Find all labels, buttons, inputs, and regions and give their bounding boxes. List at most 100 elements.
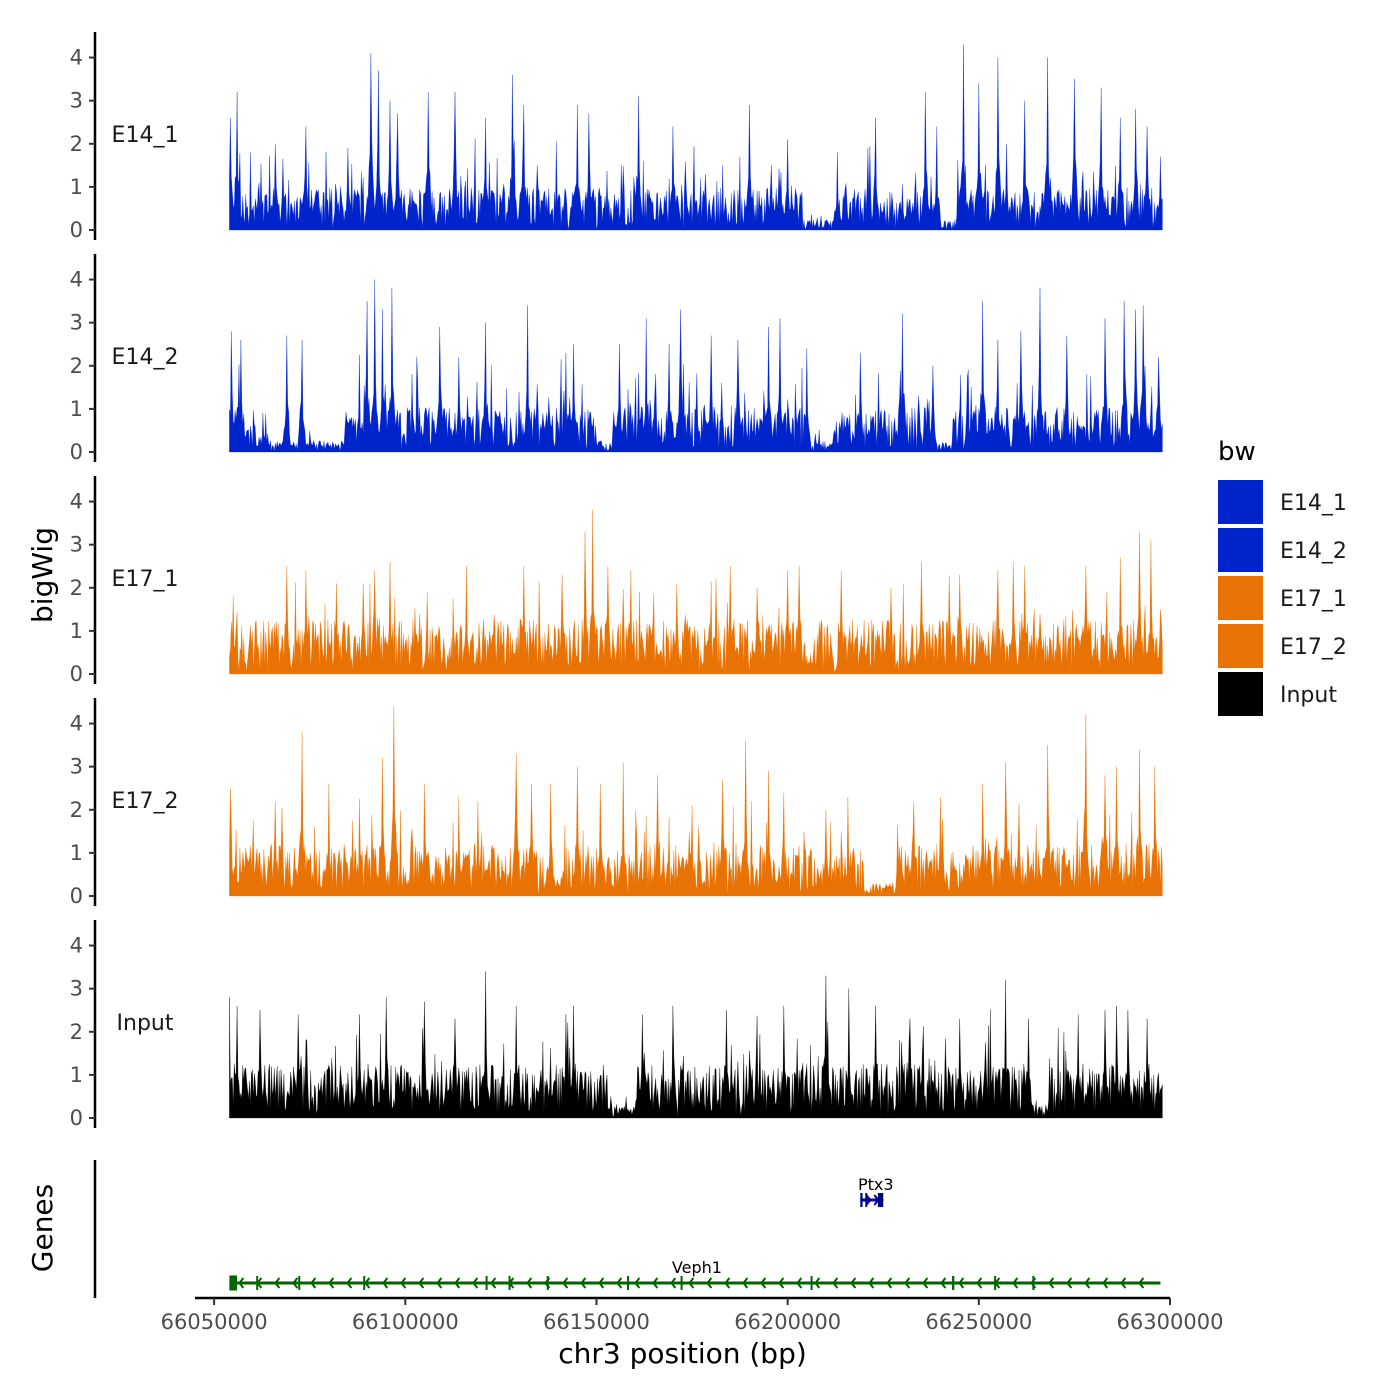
x-axis-title: chr3 position (bp) <box>558 1337 807 1370</box>
legend-swatch <box>1218 576 1263 620</box>
bigwig-tracks: 0 1 2 3 4 E14_1 0 1 2 3 4 E14_2 0 1 2 3 4 E17_1 0 1 2 3 4 E17_2… <box>70 32 1163 1130</box>
strand-arrow <box>1012 1277 1019 1289</box>
track-label: E14_1 <box>112 123 179 148</box>
strand-arrow <box>634 1277 641 1289</box>
strand-arrow <box>1048 1277 1055 1289</box>
strand-arrow <box>760 1277 767 1289</box>
y-tick-label: 2 <box>70 798 83 822</box>
strand-arrow <box>688 1277 695 1289</box>
y-tick-label: 0 <box>70 1106 83 1130</box>
legend-label: E14_2 <box>1280 539 1347 564</box>
y-axis-title: bigWig <box>26 527 59 623</box>
legend-item-e14-2: E14_2 <box>1218 528 1347 572</box>
x-tick-label: 66100000 <box>352 1310 459 1334</box>
strand-arrow <box>778 1277 785 1289</box>
gene-exon <box>298 1276 301 1290</box>
strand-arrow <box>1084 1277 1091 1289</box>
legend-label: E17_2 <box>1280 635 1347 660</box>
strand-arrow <box>436 1277 443 1289</box>
legend-swatch <box>1218 480 1263 524</box>
track-e17-1: 0 1 2 3 4 E17_1 <box>70 476 1163 686</box>
strand-arrow <box>454 1277 461 1289</box>
strand-arrow <box>886 1277 893 1289</box>
y-tick-label: 1 <box>70 397 83 421</box>
signal-area <box>229 510 1163 675</box>
x-tick-label: 66250000 <box>925 1310 1032 1334</box>
y-tick-label: 4 <box>70 934 83 958</box>
track-e14-1: 0 1 2 3 4 E14_1 <box>70 32 1163 242</box>
gene-exon <box>865 1193 868 1207</box>
strand-arrow <box>976 1277 983 1289</box>
track-e14-2: 0 1 2 3 4 E14_2 <box>70 254 1163 464</box>
x-tick-label: 66200000 <box>734 1310 841 1334</box>
strand-arrow <box>940 1277 947 1289</box>
strand-arrow <box>1066 1277 1073 1289</box>
strand-arrow <box>1120 1277 1127 1289</box>
track-label: E17_2 <box>112 789 179 814</box>
gene-exon <box>1032 1276 1035 1290</box>
gene-veph1: Veph1 <box>229 1258 1161 1291</box>
y-tick-label: 0 <box>70 218 83 242</box>
signal-area <box>229 706 1163 897</box>
legend-item-e17-1: E17_1 <box>1218 576 1347 620</box>
genes-axis-title: Genes <box>26 1184 59 1272</box>
legend-swatch <box>1218 624 1263 668</box>
legend: bw E14_1 E14_2 E17_1 E17_2 Input <box>1218 437 1347 716</box>
gene-exon <box>508 1276 511 1290</box>
strand-arrow <box>724 1277 731 1289</box>
strand-arrow <box>742 1277 749 1289</box>
x-tick-label: 66150000 <box>543 1310 650 1334</box>
strand-arrow <box>922 1277 929 1289</box>
x-tick-label: 66050000 <box>161 1310 268 1334</box>
strand-arrow <box>832 1277 839 1289</box>
y-tick-label: 2 <box>70 132 83 156</box>
legend-item-e17-2: E17_2 <box>1218 624 1347 668</box>
track-label: E17_1 <box>112 567 179 592</box>
gene-label: Ptx3 <box>858 1175 894 1194</box>
x-tick-label: 66300000 <box>1117 1310 1224 1334</box>
gene-exon <box>627 1276 630 1290</box>
legend-label: Input <box>1280 683 1337 708</box>
strand-arrow <box>1138 1277 1145 1289</box>
signal-area <box>229 971 1163 1119</box>
y-tick-label: 3 <box>70 311 83 335</box>
strand-arrow <box>865 1194 872 1206</box>
y-tick-label: 0 <box>70 884 83 908</box>
y-tick-label: 4 <box>70 268 83 292</box>
gene-exon <box>229 1275 238 1291</box>
legend-label: E17_1 <box>1280 587 1347 612</box>
strand-arrow <box>796 1277 803 1289</box>
strand-arrow <box>526 1277 533 1289</box>
signal-area <box>229 44 1163 231</box>
y-tick-label: 1 <box>70 175 83 199</box>
y-tick-label: 4 <box>70 46 83 70</box>
gene-exon <box>546 1276 549 1290</box>
strand-arrow <box>382 1277 389 1289</box>
strand-arrow <box>580 1277 587 1289</box>
gene-exon <box>994 1276 997 1290</box>
strand-arrow <box>472 1277 479 1289</box>
gene-exon <box>860 1193 863 1207</box>
legend-title: bw <box>1218 437 1256 467</box>
track-label: E14_2 <box>112 345 179 370</box>
track-input: 0 1 2 3 4 Input <box>70 920 1163 1130</box>
gene-exon <box>952 1276 955 1290</box>
y-tick-label: 3 <box>70 533 83 557</box>
gene-exon <box>680 1276 683 1290</box>
gene-ptx3: Ptx3 <box>858 1175 894 1207</box>
y-tick-label: 4 <box>70 712 83 736</box>
gene-label: Veph1 <box>672 1258 722 1277</box>
strand-arrow <box>850 1277 857 1289</box>
strand-arrow <box>598 1277 605 1289</box>
gene-exon <box>485 1276 488 1290</box>
strand-arrow <box>364 1277 371 1289</box>
legend-swatch <box>1218 528 1263 572</box>
strand-arrow <box>814 1277 821 1289</box>
strand-arrow <box>418 1277 425 1289</box>
genes-panel: Veph1 Ptx3 <box>93 1160 1161 1298</box>
gene-exon <box>256 1276 259 1290</box>
y-tick-label: 2 <box>70 354 83 378</box>
strand-arrow <box>904 1277 911 1289</box>
strand-arrow <box>958 1277 965 1289</box>
